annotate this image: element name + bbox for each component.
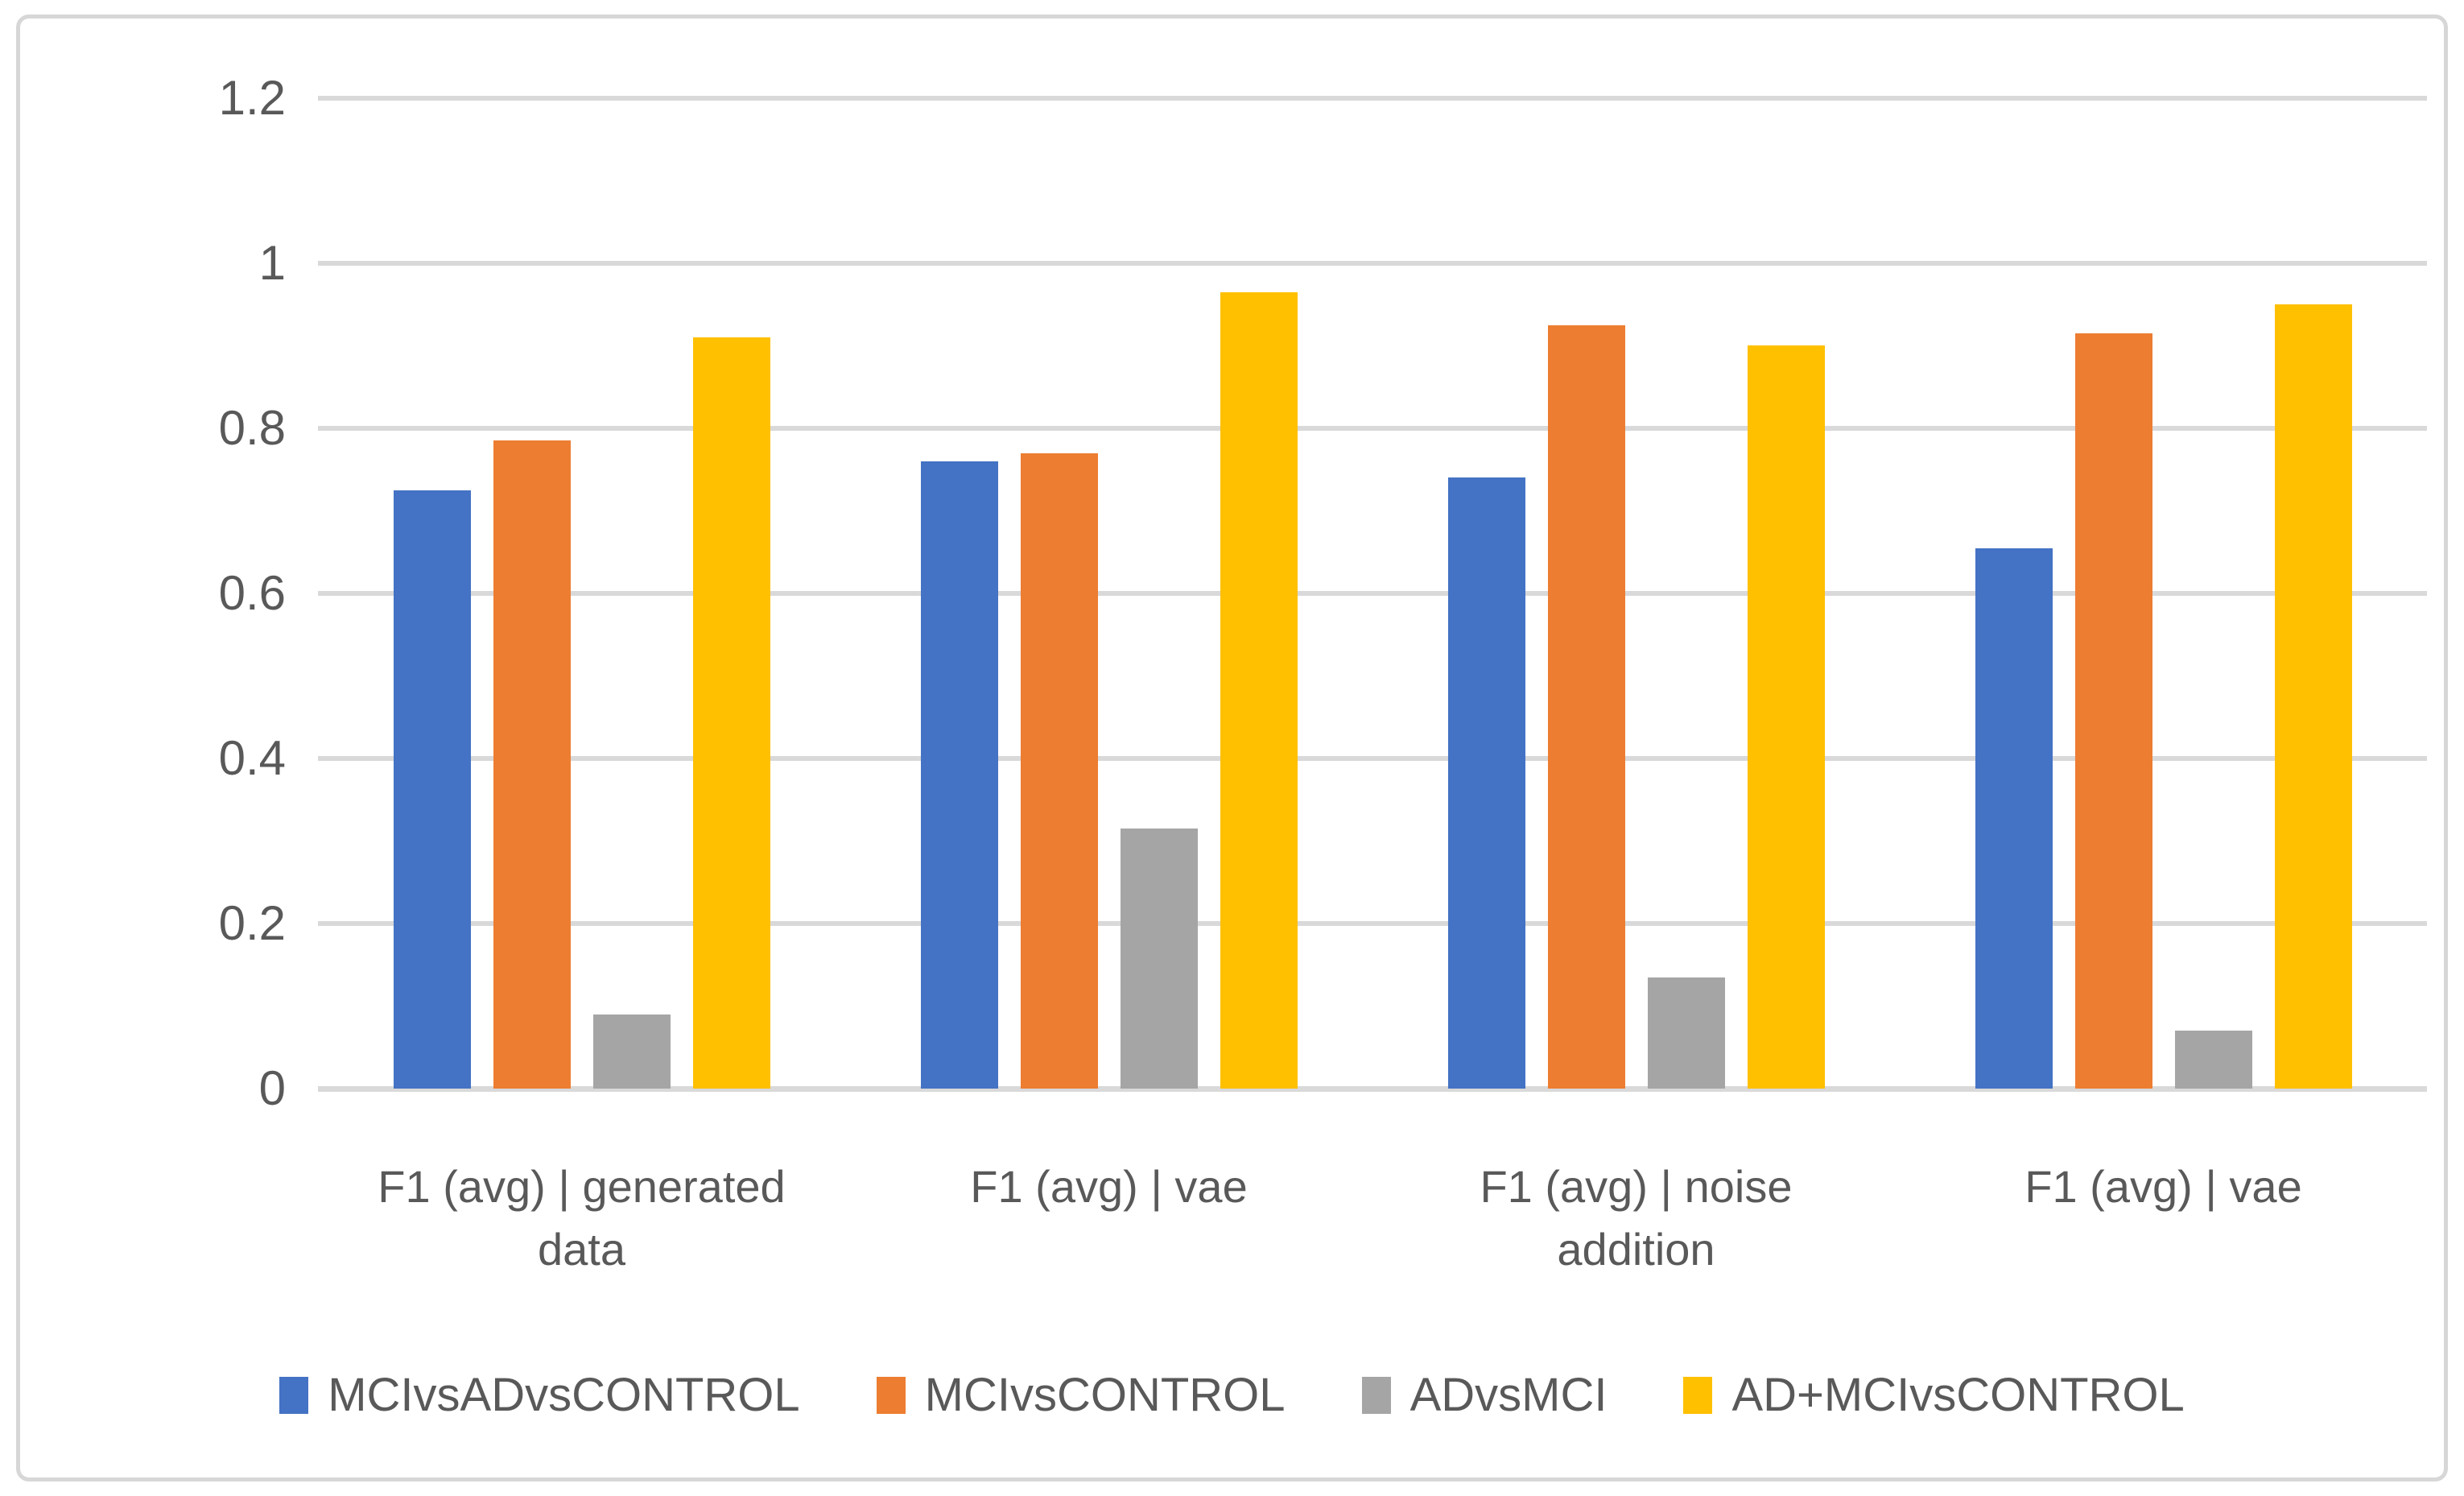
bar-advsmci-2: [1121, 829, 1198, 1089]
legend-label: AD+MCIvsCONTROL: [1731, 1369, 2185, 1421]
bar-mcivsadvscontrol-3: [1448, 477, 1525, 1089]
y-tick-label: 0.2: [218, 896, 286, 950]
gridline: [318, 921, 2427, 926]
bar-ad+mcivscontrol-4: [2275, 304, 2352, 1089]
x-category-label: F1 (avg) | generated data: [318, 1155, 845, 1281]
bar-advsmci-1: [593, 1015, 671, 1089]
legend-swatch-icon: [279, 1376, 309, 1414]
bar-ad+mcivscontrol-2: [1220, 292, 1298, 1089]
gridline: [318, 591, 2427, 596]
bar-advsmci-3: [1648, 977, 1725, 1089]
bar-mcivscontrol-3: [1548, 325, 1625, 1089]
legend-swatch-icon: [876, 1376, 906, 1414]
legend-label: MCIvsADvsCONTROL: [328, 1369, 800, 1421]
bar-mcivscontrol-4: [2075, 333, 2152, 1089]
y-tick-label: 0.8: [218, 401, 286, 455]
gridline: [318, 261, 2427, 266]
y-tick-label: 1: [258, 236, 286, 290]
gridline: [318, 426, 2427, 431]
legend-item-ad+mcivscontrol: AD+MCIvsCONTROL: [1683, 1368, 2185, 1422]
y-tick-label: 0.6: [218, 566, 286, 620]
bar-mcivsadvscontrol-2: [921, 461, 998, 1089]
x-category-label-line: data: [538, 1224, 625, 1275]
y-tick-label: 0: [258, 1061, 286, 1115]
x-category-label: F1 (avg) | vae: [845, 1155, 1372, 1218]
bar-mcivscontrol-2: [1021, 453, 1098, 1089]
legend-item-mcivscontrol: MCIvsCONTROL: [876, 1368, 1286, 1422]
bar-ad+mcivscontrol-1: [693, 337, 770, 1089]
x-category-label: F1 (avg) | vae: [1900, 1155, 2427, 1218]
y-tick-label: 0.4: [218, 731, 286, 785]
x-category-label: F1 (avg) | noise addition: [1372, 1155, 1900, 1281]
bar-mcivsadvscontrol-4: [1975, 548, 2053, 1089]
x-category-label-line: F1 (avg) | generated: [378, 1161, 786, 1212]
x-category-label-line: F1 (avg) | vae: [2024, 1161, 2302, 1212]
legend-swatch-icon: [1361, 1376, 1391, 1414]
legend-label: ADvsMCI: [1409, 1369, 1608, 1421]
x-category-label-line: F1 (avg) | noise: [1480, 1161, 1793, 1212]
bar-ad+mcivscontrol-3: [1748, 345, 1825, 1089]
bar-mcivsadvscontrol-1: [394, 490, 471, 1089]
x-category-label-line: F1 (avg) | vae: [970, 1161, 1248, 1212]
x-axis-line: [318, 1086, 2427, 1092]
gridline: [318, 96, 2427, 101]
legend-swatch-icon: [1683, 1376, 1713, 1414]
bar-mcivscontrol-1: [493, 440, 571, 1089]
x-category-label-line: addition: [1557, 1224, 1715, 1275]
legend-label: MCIvsCONTROL: [924, 1369, 1286, 1421]
legend-item-advsmci: ADvsMCI: [1361, 1368, 1608, 1422]
chart-frame: 1.2 1 0.8 0.6 0.4 0.2 0 F1 (avg) | generated dat…: [16, 14, 2448, 1482]
legend: MCIvsADvsCONTROL MCIvsCONTROL ADvsMCI AD+MC…: [20, 1368, 2444, 1422]
gridline: [318, 756, 2427, 761]
legend-item-mcivsadvscontrol: MCIvsADvsCONTROL: [279, 1368, 800, 1422]
y-tick-label: 1.2: [218, 71, 286, 125]
bar-advsmci-4: [2175, 1031, 2252, 1089]
